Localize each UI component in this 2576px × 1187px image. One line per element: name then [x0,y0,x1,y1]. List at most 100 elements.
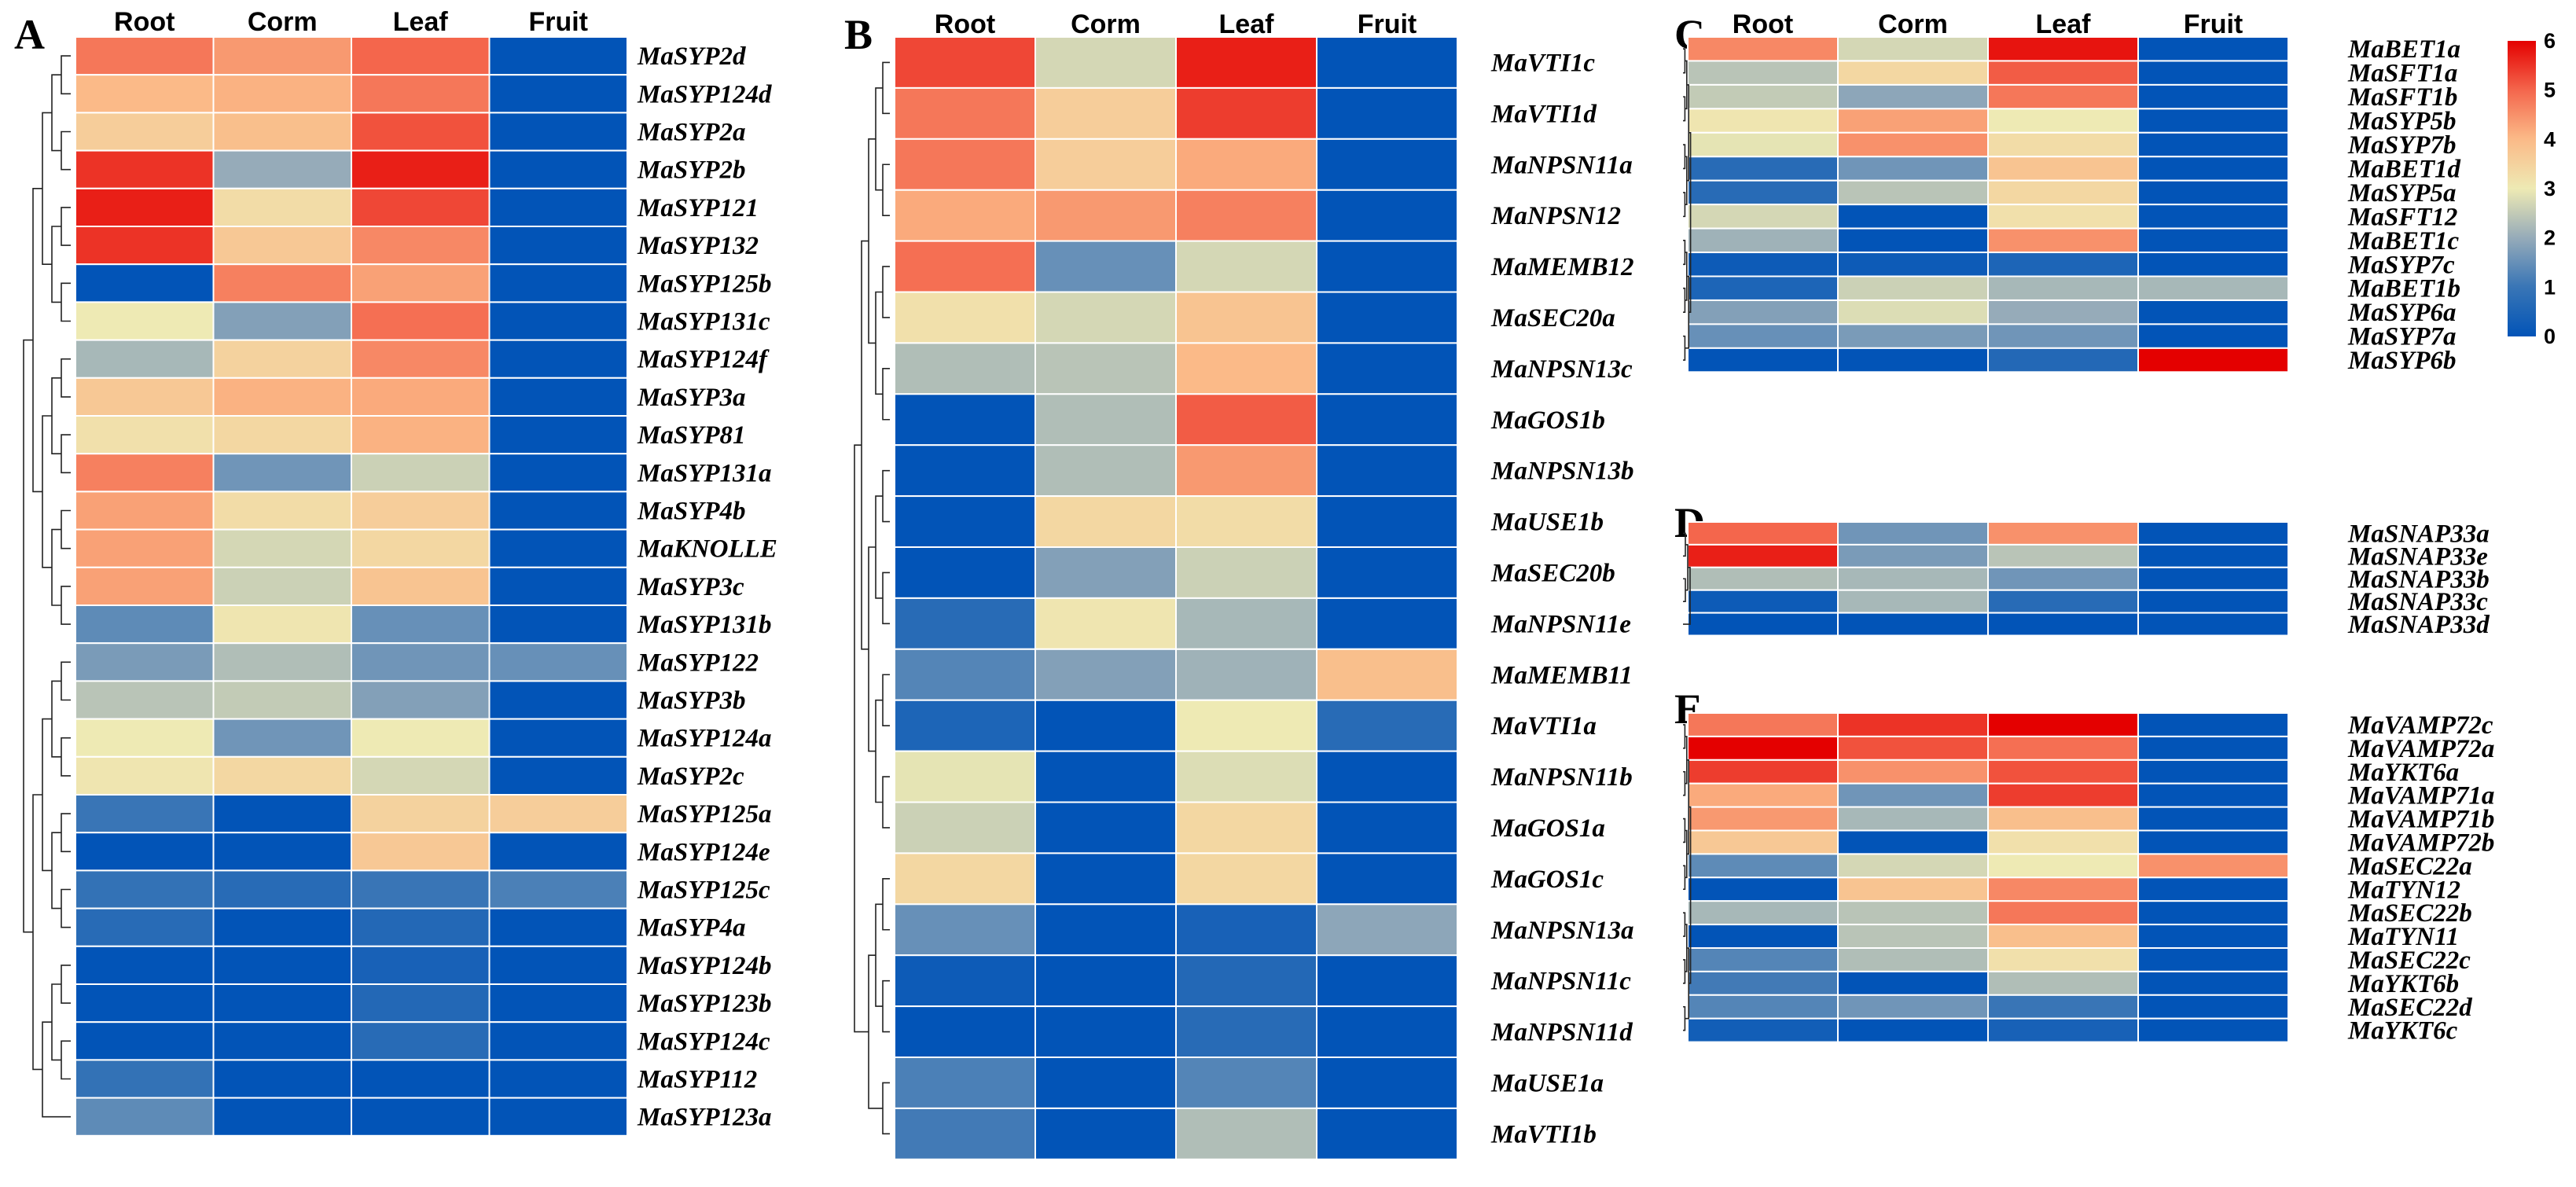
dendrogram-branch-D-3-0 [1683,567,1691,625]
heatmap-cell-A-MaSYP2d-leaf [351,36,491,76]
dendrogram-branch-A-1-24 [61,965,71,1004]
heatmap-cell-A-MaSYP2b-leaf [351,149,491,189]
heatmap-cell-A-MaSYP2d-fruit [488,36,628,76]
heatmap-cell-C-MaSFT1b-root [1687,83,1839,110]
heatmap-cell-E-MaTYN11-leaf [1987,924,2139,949]
dendrogram-branch-C-1-4 [1683,144,1686,170]
dendrogram-branch-A-2-4 [51,377,61,454]
heatmap-cell-A-MaSYP2a-fruit [488,112,628,152]
heatmap-cell-A-MaSYP4a-leaf [351,907,491,947]
dendrogram-branch-A-2-2 [51,226,61,303]
heatmap-cell-A-MaSYP125b-leaf [351,263,491,303]
heatmap-cell-A-MaSYP124e-leaf [351,832,491,872]
heatmap-cell-E-MaVAMP71a-corm [1837,782,1989,808]
row-label-MaSYP131c: MaSYP131c [637,308,770,336]
heatmap-cell-A-MaSYP3a-corm [212,377,352,417]
dendrogram-branch-E-1-4 [1683,818,1686,843]
heatmap-cell-D-MaSNAP33a-fruit [2137,521,2289,546]
heatmap-cell-E-MaVAMP71a-leaf [1987,782,2139,808]
heatmap-cell-B-MaSEC20b-leaf [1175,546,1317,599]
row-label-MaVAMP72b: MaVAMP72b [2347,829,2494,857]
heatmap-cell-D-MaSNAP33e-corm [1837,543,1989,568]
heatmap-cell-A-MaSYP2a-leaf [351,112,491,152]
colorbar-tick-0: 0 [2544,325,2556,348]
heatmap-cell-B-MaUSE1b-fruit [1316,495,1458,548]
row-label-MaSEC22b: MaSEC22b [2347,899,2472,928]
dendrogram-branch-B-1-16 [882,878,890,931]
heatmap-cell-A-MaSYP125c-leaf [351,869,491,910]
heatmap-cell-E-MaSEC22d-corm [1837,994,1989,1020]
heatmap-cell-A-MaSYP132-leaf [351,226,491,266]
heatmap-cell-C-MaBET1d-fruit [2137,156,2289,182]
heatmap-cell-B-MaMEMB11-leaf [1175,648,1317,701]
row-label-MaSYP123b: MaSYP123b [637,990,772,1018]
heatmap-cell-C-MaSYP7a-root [1687,323,1839,349]
heatmap-cell-E-MaYKT6a-leaf [1987,759,2139,785]
heatmap-cell-B-MaVTI1b-corm [1034,1107,1177,1160]
heatmap-cell-B-MaNPSN11e-root [894,597,1036,650]
dendrogram-branch-C-1-8 [1683,240,1686,266]
dendrogram-branch-E-4-0 [1689,806,1692,984]
dendrogram-D [1683,532,1691,625]
heatmap-cell-C-MaSYP6b-fruit [2137,347,2289,373]
heatmap-cell-A-MaKNOLLE-root [75,528,215,568]
heatmap-cell-E-MaYKT6b-root [1687,970,1839,996]
heatmap-cell-B-MaUSE1a-leaf [1175,1057,1317,1109]
heatmap-cell-E-MaTYN11-corm [1837,924,1989,949]
heatmap-cell-D-MaSNAP33a-corm [1837,521,1989,546]
heatmap-cell-A-MaSYP124c-root [75,1021,215,1061]
heatmap-cell-E-MaSEC22c-leaf [1987,947,2139,972]
dendrogram-branch-A-1-26 [61,1040,71,1080]
heatmap-cell-E-MaSEC22a-corm [1837,853,1989,879]
heatmap-cell-C-MaSYP5a-leaf [1987,179,2139,206]
heatmap-cell-C-MaBET1d-leaf [1987,156,2139,182]
heatmap-cell-D-MaSNAP33d-fruit [2137,612,2289,637]
heatmap-cell-D-MaSNAP33e-fruit [2137,543,2289,568]
heatmap-cell-A-MaSYP81-root [75,415,215,455]
heatmap-cell-A-MaSYP124a-fruit [488,718,628,758]
heatmap-cell-A-MaSYP4a-root [75,907,215,947]
heatmap-cell-A-MaSYP124c-corm [212,1021,352,1061]
heatmap-cell-A-MaSYP131a-corm [212,453,352,493]
row-label-MaSYP81: MaSYP81 [637,421,746,450]
row-label-MaSFT12: MaSFT12 [2347,203,2457,231]
heatmap-cell-A-MaSYP124d-corm [212,74,352,114]
heatmap-cell-E-MaSEC22b-root [1687,900,1839,926]
heatmap-cell-C-MaSYP5b-leaf [1987,108,2139,134]
heatmap-cell-A-MaSYP124a-corm [212,718,352,758]
heatmap-cell-C-MaSYP5a-root [1687,179,1839,206]
heatmap-cell-B-MaNPSN11c-root [894,954,1036,1008]
heatmap-cell-E-MaYKT6a-fruit [2137,759,2289,785]
heatmap-cell-E-MaVAMP72a-leaf [1987,735,2139,761]
dendrogram-branch-B-2-0 [875,87,883,191]
column-label-B-root: Root [935,9,995,39]
heatmap-cell-B-MaNPSN13c-fruit [1316,342,1458,395]
heatmap-cell-B-MaGOS1a-fruit [1316,801,1458,854]
heatmap-cell-D-MaSNAP33d-corm [1837,612,1989,637]
row-label-MaVAMP71a: MaVAMP71a [2347,782,2494,810]
dendrogram-branch-B-1-6 [882,368,890,421]
row-label-MaTYN12: MaTYN12 [2347,876,2460,904]
heatmap-cell-A-MaSYP123b-corm [212,983,352,1023]
heatmap-cell-E-MaSEC22c-root [1687,947,1839,972]
heatmap-cell-B-MaNPSN11d-corm [1034,1005,1177,1058]
row-label-MaSYP124c: MaSYP124c [637,1027,770,1056]
heatmap-cell-C-MaSFT1a-root [1687,60,1839,86]
row-label-MaYKT6c: MaYKT6c [2347,1017,2458,1046]
dendrogram-branch-A-3-0 [42,112,52,265]
heatmap-cell-E-MaVAMP71b-corm [1837,806,1989,832]
heatmap-cell-A-MaSYP131c-leaf [351,301,491,341]
heatmap-cell-E-MaYKT6c-fruit [2137,1017,2289,1043]
row-label-MaVTI1b: MaVTI1b [1490,1120,1597,1148]
heatmap-cell-C-MaSYP7b-leaf [1987,131,2139,158]
heatmap-cell-B-MaVTI1c-root [894,36,1036,89]
heatmap-cell-B-MaNPSN11b-root [894,750,1036,803]
column-label-A-root: Root [114,7,175,37]
row-label-MaSYP2d: MaSYP2d [637,42,746,71]
heatmap-cell-A-MaSYP124f-corm [212,339,352,379]
heatmap-cell-A-MaSYP3b-leaf [351,680,491,720]
row-label-MaSEC22c: MaSEC22c [2347,946,2471,975]
heatmap-cell-B-MaNPSN11a-root [894,138,1036,191]
heatmap-cell-B-MaMEMB11-fruit [1316,648,1458,701]
heatmap-cell-E-MaSEC22a-leaf [1987,853,2139,879]
